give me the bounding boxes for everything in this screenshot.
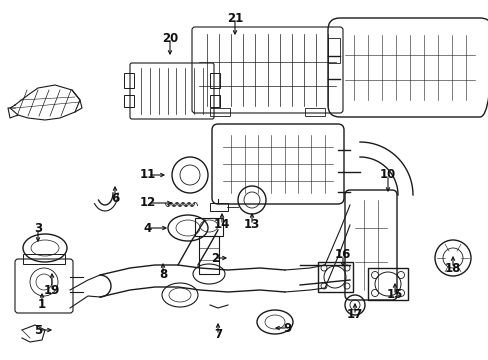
- Bar: [209, 108, 229, 116]
- Bar: [209, 203, 227, 211]
- Bar: [124, 95, 134, 107]
- Text: 8: 8: [159, 269, 167, 282]
- Text: 12: 12: [140, 197, 156, 210]
- Text: 11: 11: [140, 168, 156, 181]
- Bar: [367, 268, 407, 300]
- Text: 3: 3: [34, 221, 42, 234]
- Text: 6: 6: [111, 192, 119, 204]
- Bar: [23, 254, 65, 264]
- Bar: [327, 38, 339, 63]
- Text: 17: 17: [346, 309, 363, 321]
- Text: 15: 15: [386, 288, 403, 302]
- Text: 19: 19: [44, 284, 60, 297]
- Text: 5: 5: [34, 324, 42, 337]
- Text: 7: 7: [214, 328, 222, 342]
- Text: 20: 20: [162, 31, 178, 45]
- Bar: [209, 73, 220, 88]
- Text: 18: 18: [444, 261, 460, 274]
- Bar: [195, 218, 223, 236]
- Text: 13: 13: [244, 219, 260, 231]
- Text: 1: 1: [38, 298, 46, 311]
- Bar: [124, 73, 134, 88]
- Text: 4: 4: [143, 221, 152, 234]
- Text: 14: 14: [213, 219, 230, 231]
- Text: 16: 16: [334, 248, 350, 261]
- Bar: [209, 95, 220, 107]
- Text: 9: 9: [284, 321, 291, 334]
- Bar: [199, 236, 219, 274]
- Bar: [305, 108, 325, 116]
- Text: 2: 2: [210, 252, 219, 265]
- Bar: [317, 262, 352, 292]
- Text: 21: 21: [226, 12, 243, 24]
- Text: 10: 10: [379, 168, 395, 181]
